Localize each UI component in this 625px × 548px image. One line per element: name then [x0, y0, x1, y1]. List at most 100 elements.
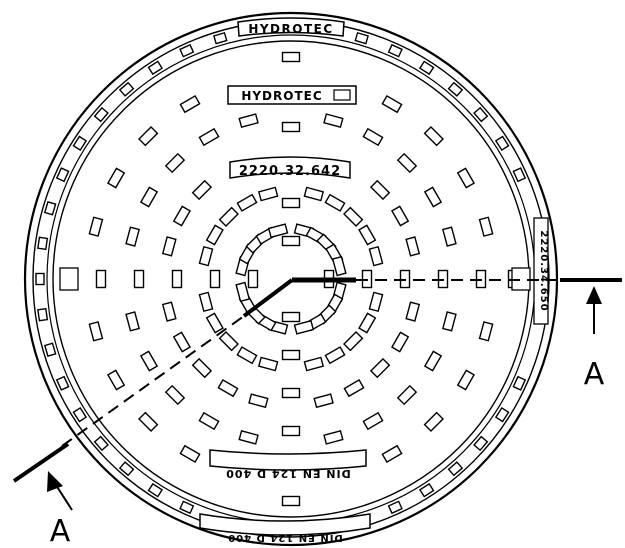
rim-slot: [494, 135, 510, 152]
rim-slot: [55, 375, 70, 391]
lid-slot: [209, 269, 221, 289]
rim-slot: [179, 43, 195, 58]
lid-slot: [247, 269, 259, 289]
left-hinge-block: [59, 267, 79, 291]
lid-slot: [423, 126, 444, 147]
rim-slot: [37, 236, 49, 251]
lid-slot: [358, 312, 377, 334]
rim-slot: [43, 201, 57, 216]
rim-slot: [512, 167, 527, 183]
rim-slot-group: [35, 31, 527, 515]
lid-slot: [281, 197, 301, 209]
rim-slot: [387, 500, 403, 515]
lid-slot-group: [63, 51, 519, 507]
lid-slot: [171, 269, 183, 289]
rim-slot: [512, 375, 527, 391]
lid-slot: [138, 411, 159, 432]
lid-slot: [179, 94, 201, 114]
rim-article-text: 2220.34.650: [538, 230, 549, 311]
lid-slot: [198, 291, 214, 313]
lid-slot: [139, 186, 159, 208]
lid-slot: [164, 384, 186, 406]
lid-slot: [191, 179, 213, 201]
lid-slot: [106, 167, 126, 189]
lid-slot: [218, 331, 239, 352]
lid-slot: [281, 349, 301, 361]
norm-plate: DIN EN 124 D 400: [209, 449, 367, 480]
rim-slot: [447, 461, 464, 477]
lid-slot: [161, 301, 177, 322]
lid-slot: [257, 186, 279, 202]
lid-slot: [390, 205, 410, 227]
lid-slot: [441, 226, 457, 247]
lid-slot: [238, 429, 259, 445]
lid-slot: [281, 425, 301, 437]
lid-slot: [381, 94, 403, 114]
lid-slot: [164, 152, 186, 174]
lid-slot: [478, 216, 494, 237]
lid-slot: [205, 312, 224, 334]
lid-slot: [381, 444, 403, 464]
lid-slot: [423, 350, 443, 372]
lid-slot: [343, 206, 364, 227]
lid-slot: [396, 384, 418, 406]
lid-slot: [218, 206, 239, 227]
section-label-left: A: [50, 514, 71, 548]
rim-slot: [55, 167, 70, 183]
rim-slot: [494, 406, 510, 423]
lid-slot: [281, 311, 301, 323]
lid-slot: [88, 216, 104, 237]
rim-brand-text: HYDROTEC: [248, 22, 333, 36]
lid-slot: [281, 235, 301, 247]
lid-slot: [281, 51, 301, 63]
lid-slot: [478, 321, 494, 342]
lid-slot: [106, 369, 126, 391]
lid-slot: [139, 350, 159, 372]
section-label-right: A: [584, 357, 605, 392]
lid-slot: [235, 281, 251, 303]
lid-slot: [125, 226, 141, 247]
lid-slot: [390, 331, 410, 353]
lid-slot: [198, 127, 220, 147]
lid-slot: [125, 311, 141, 332]
lid-slot: [368, 245, 384, 267]
rim-slot: [447, 81, 464, 97]
lid-slot: [248, 393, 269, 409]
lid-slot: [236, 193, 258, 212]
lid-slot: [161, 236, 177, 257]
lid-slot: [281, 387, 301, 399]
rim-slot: [179, 500, 195, 515]
lid-slot: [331, 255, 347, 277]
lid-slot: [343, 378, 365, 398]
rim-slot: [147, 60, 164, 76]
lid-slot: [95, 269, 107, 289]
rim-slot: [118, 81, 135, 97]
lid-slot: [324, 346, 346, 365]
lid-slot: [324, 193, 346, 212]
rim-slot: [72, 406, 88, 423]
lid-slot: [423, 411, 444, 432]
lid-slot: [236, 346, 258, 365]
norm-plate-text: DIN EN 124 D 400: [225, 467, 351, 480]
rim-slot: [387, 43, 403, 58]
rim-slot: [473, 435, 489, 452]
rim-norm-text: DIN EN 124 D 400: [227, 532, 343, 543]
rim-slot: [43, 342, 57, 357]
rim-brand-plate: HYDROTEC: [237, 17, 345, 37]
lid-slot: [172, 205, 192, 227]
rim-slot: [418, 482, 435, 498]
rim-slot: [35, 272, 45, 286]
lid-slot: [456, 369, 476, 391]
rim-slot: [118, 461, 135, 477]
lid-slot: [362, 411, 384, 431]
lid-slot: [313, 393, 334, 409]
lid-slot: [281, 121, 301, 133]
section-arrow-left: [47, 471, 73, 511]
lid-slot: [405, 236, 421, 257]
lid-slot: [323, 113, 344, 129]
lid-slot: [198, 411, 220, 431]
lid-slot: [88, 321, 104, 342]
lid-slot: [191, 357, 213, 379]
lid-slot: [267, 223, 289, 239]
lid-slot: [217, 378, 239, 398]
